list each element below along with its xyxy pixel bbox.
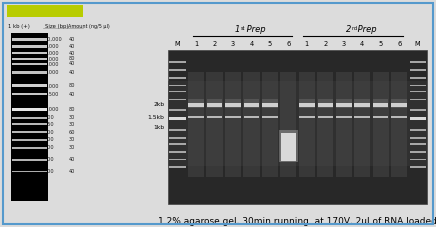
Text: 6,000: 6,000 (45, 51, 60, 56)
Text: 30: 30 (69, 115, 75, 120)
Text: 650: 650 (45, 122, 54, 127)
Text: 10,000: 10,000 (45, 37, 63, 42)
Text: 2: 2 (346, 25, 351, 34)
Text: Amount (ng/5 μl): Amount (ng/5 μl) (68, 24, 109, 29)
Text: M: M (175, 41, 180, 47)
Text: 800: 800 (45, 115, 54, 120)
Text: 3: 3 (231, 41, 235, 47)
Text: 60: 60 (69, 130, 75, 135)
Text: 40: 40 (69, 70, 75, 75)
Text: 40: 40 (69, 62, 75, 67)
Text: 200: 200 (45, 157, 54, 162)
Text: 2: 2 (323, 41, 327, 47)
Text: 5,000: 5,000 (45, 57, 59, 62)
Text: 1: 1 (235, 25, 240, 34)
Text: 40: 40 (69, 51, 75, 56)
Text: 1 kb (+): 1 kb (+) (8, 24, 30, 29)
Text: 4: 4 (249, 41, 253, 47)
Text: 1kb: 1kb (153, 125, 164, 130)
Text: st: st (240, 26, 245, 31)
Text: 300: 300 (45, 146, 54, 151)
Text: nd: nd (351, 26, 358, 31)
Text: Prep: Prep (244, 25, 266, 34)
Text: 40: 40 (69, 44, 75, 49)
Text: 1: 1 (305, 41, 309, 47)
Text: 1,000: 1,000 (45, 107, 59, 112)
Text: 4,000: 4,000 (45, 62, 59, 67)
Text: 5: 5 (268, 41, 272, 47)
Text: 4: 4 (360, 41, 364, 47)
Text: Size (bp): Size (bp) (45, 24, 68, 29)
Text: 6: 6 (286, 41, 290, 47)
Text: 30: 30 (69, 146, 75, 151)
Text: 30: 30 (69, 122, 75, 127)
Text: 400: 400 (45, 137, 54, 142)
Text: 1.2% agarose gel, 30min running  at 170V, 2ul of RNA loaded: 1.2% agarose gel, 30min running at 170V,… (158, 217, 436, 226)
Text: 100: 100 (45, 169, 54, 174)
Text: 5: 5 (378, 41, 383, 47)
Text: 2kb: 2kb (153, 102, 164, 107)
Text: 30: 30 (69, 137, 75, 142)
Text: 40: 40 (69, 169, 75, 174)
Text: Prep: Prep (355, 25, 377, 34)
Text: 2,000: 2,000 (45, 83, 59, 88)
Text: 80: 80 (69, 57, 75, 62)
Text: 80: 80 (69, 107, 75, 112)
Text: 80: 80 (69, 83, 75, 88)
Text: 40: 40 (69, 37, 75, 42)
Text: 3,000: 3,000 (45, 70, 59, 75)
Text: M: M (415, 41, 420, 47)
Text: 1,500: 1,500 (45, 92, 59, 97)
Text: 500: 500 (45, 130, 54, 135)
Text: 6: 6 (397, 41, 401, 47)
Text: 1.5kb: 1.5kb (147, 115, 164, 120)
Text: 1: 1 (194, 41, 198, 47)
Text: 40: 40 (69, 157, 75, 162)
Text: 8,000: 8,000 (45, 44, 60, 49)
Text: 1 kb (+): 1 kb (+) (23, 6, 61, 15)
Text: 40: 40 (69, 92, 75, 97)
Text: 2: 2 (212, 41, 217, 47)
Text: 3: 3 (342, 41, 346, 47)
